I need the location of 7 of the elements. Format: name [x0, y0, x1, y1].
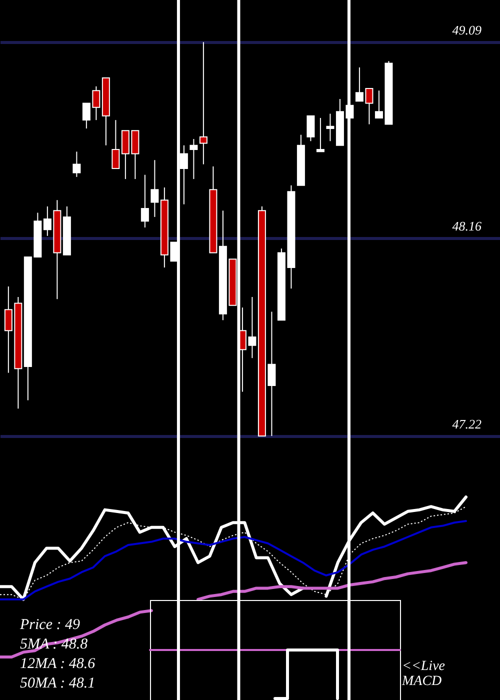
y-tick-label: 47.22 — [452, 416, 482, 432]
y-tick-label: 49.09 — [452, 22, 482, 38]
y-tick-label: 48.16 — [452, 218, 482, 234]
annotation: 12MA : 48.6 — [20, 656, 96, 672]
annotation: Price : 49 — [19, 617, 80, 633]
text: 50MA : 48.1 — [20, 676, 96, 692]
text: <<Live MACD — [401, 659, 445, 689]
